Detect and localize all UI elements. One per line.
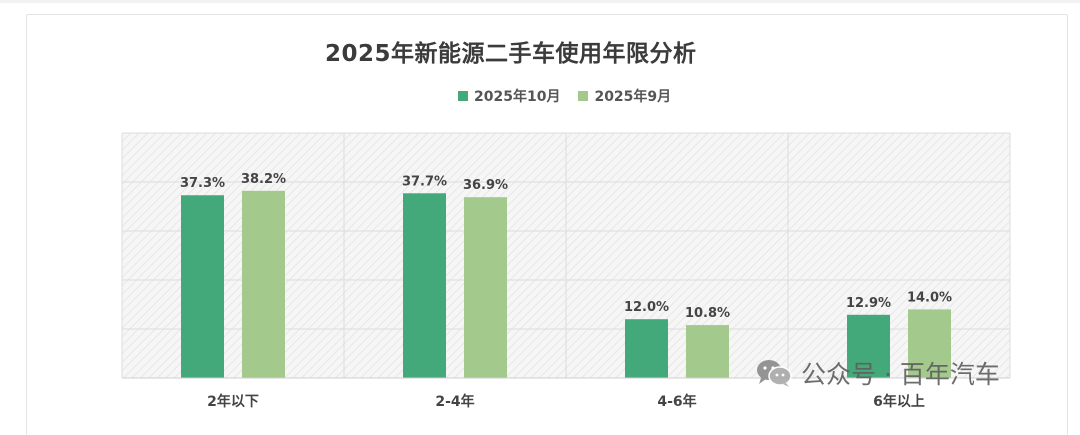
legend-swatch-series-1	[458, 91, 468, 101]
bar-series-2-2	[464, 197, 507, 378]
chart-title: 2025年新能源二手车使用年限分析	[325, 41, 697, 67]
legend-item-series-2: 2025年9月	[578, 86, 671, 106]
bar-series-1-4	[847, 314, 890, 378]
data-label: 37.7%	[402, 174, 447, 189]
legend-item-series-1: 2025年10月	[458, 86, 560, 106]
data-label: 10.8%	[685, 306, 730, 321]
data-label: 37.3%	[180, 176, 225, 191]
watermark-text: 公众号 · 百年汽车	[801, 360, 1000, 389]
category-label: 4-6年	[657, 393, 696, 410]
data-label: 12.9%	[846, 296, 891, 311]
bar-series-2-3	[686, 325, 729, 378]
bar-series-1-3	[625, 319, 668, 378]
legend-swatch-series-2	[578, 91, 589, 101]
category-label: 2年以下	[207, 393, 259, 410]
watermark: 公众号 · 百年汽车	[755, 357, 1000, 389]
category-label: 2-4年	[435, 393, 474, 410]
data-label: 36.9%	[463, 178, 508, 193]
bar-series-1-1	[181, 195, 224, 378]
wechat-icon	[757, 360, 792, 387]
legend-label-series-1: 2025年10月	[474, 89, 561, 105]
data-label: 12.0%	[624, 300, 669, 315]
bar-series-1-2	[403, 193, 446, 378]
data-label: 38.2%	[241, 172, 286, 187]
legend-label-series-2: 2025年9月	[594, 89, 672, 105]
chart-legend: 2025年10月 2025年9月	[458, 86, 671, 106]
top-border	[0, 0, 1080, 3]
data-label: 14.0%	[907, 290, 952, 305]
category-label: 6年以上	[873, 393, 925, 410]
bar-series-2-1	[242, 190, 285, 378]
bar-series-2-4	[908, 309, 951, 378]
bar-chart: 37.3% 38.2% 2年以下 37.7% 36.9% 2-4年 12.0% 10.8% 4-…	[121, 132, 1011, 410]
